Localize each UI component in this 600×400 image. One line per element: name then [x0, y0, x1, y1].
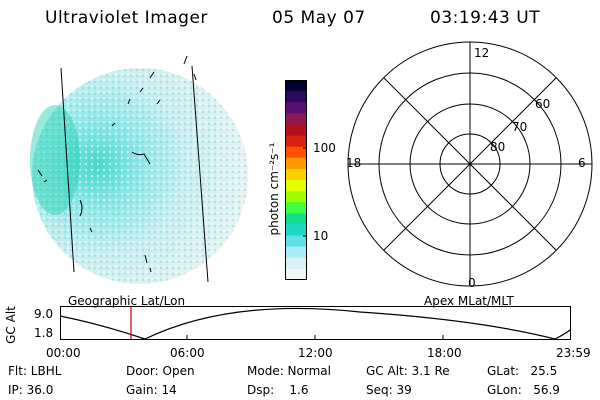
- colorbar-band: [285, 191, 307, 203]
- polar-label-18: 18: [346, 156, 362, 170]
- coastline-outlines: [37, 55, 197, 273]
- colorbar-band: [285, 113, 307, 125]
- timeline-axis-label: GC Alt: [3, 306, 18, 344]
- timeline-frame: [60, 306, 571, 340]
- colorbar: [285, 80, 307, 280]
- timeline-chart: [60, 306, 571, 340]
- colorbar-band: [285, 268, 307, 280]
- colorbar-band: [285, 80, 307, 92]
- terminator-line-left: [60, 67, 75, 273]
- timeline-tick-3: 18:00: [427, 346, 462, 360]
- info-glat: GLat: 25.5: [487, 364, 558, 378]
- colorbar-band: [285, 246, 307, 259]
- polar-label-12: 12: [474, 46, 490, 60]
- colorbar-band: [285, 202, 307, 214]
- colorbar-band: [285, 213, 307, 225]
- uv-image: [30, 55, 248, 284]
- info-seq: Seq: 39: [366, 383, 412, 397]
- info-dsp: Dsp: 1.6: [247, 383, 309, 397]
- info-glon: GLon: 56.9: [487, 383, 560, 397]
- colorbar-band: [285, 168, 307, 181]
- timeline-y-top: 9.0: [34, 307, 54, 321]
- colorbar-unit-label: photon cm⁻²s⁻¹: [267, 142, 281, 236]
- timeline-tick-1: 06:00: [170, 346, 205, 360]
- info-gain: Gain: 14: [126, 383, 177, 397]
- info-ip: IP: 36.0: [8, 383, 54, 397]
- timeline-ticks: [186, 335, 444, 339]
- time-label: 03:19:43 UT: [430, 8, 541, 28]
- colorbar-band: [285, 146, 307, 159]
- colorbar-band: [285, 102, 307, 114]
- colorbar-frame: [285, 80, 307, 280]
- polar-label-60: 60: [535, 97, 551, 111]
- timeline-right-caption: Apex MLat/MLT: [424, 294, 514, 308]
- timeline-y-bottom: 1.8: [34, 326, 54, 340]
- colorbar-band: [285, 224, 307, 237]
- polar-label-6: 6: [578, 156, 586, 170]
- terminator-line-right: [191, 65, 209, 283]
- polar-label-0: 0: [468, 276, 476, 290]
- date-label: 05 May 07: [272, 8, 366, 28]
- polar-diagonal-2: [383, 77, 557, 251]
- info-gcalt: GC Alt: 3.1 Re: [366, 364, 450, 378]
- polar-label-70: 70: [512, 120, 528, 134]
- colorbar-band: [285, 91, 307, 103]
- earth-disk-texture: [32, 68, 248, 284]
- aurora-glow: [30, 105, 80, 215]
- timeline-tick-2: 12:00: [298, 346, 333, 360]
- colorbar-band: [285, 135, 307, 148]
- timeline-left-caption: Geographic Lat/Lon: [68, 294, 186, 308]
- info-flt: Flt: LBHL: [8, 364, 62, 378]
- polar-label-80: 80: [490, 140, 506, 154]
- altitude-curve: [60, 307, 571, 340]
- colorbar-band: [285, 180, 307, 192]
- colorbar-label-10: 10: [313, 229, 329, 243]
- colorbar-label-100: 100: [313, 141, 336, 155]
- colorbar-band: [285, 257, 307, 270]
- info-mode: Mode: Normal: [247, 364, 331, 378]
- timeline-tick-0: 00:00: [46, 346, 81, 360]
- timeline-tick-4: 23:59: [556, 346, 591, 360]
- colorbar-band: [285, 235, 307, 248]
- instrument-title: Ultraviolet Imager: [45, 8, 208, 28]
- colorbar-band: [285, 157, 307, 170]
- polar-plot: [347, 41, 593, 287]
- colorbar-band: [285, 124, 307, 137]
- info-door: Door: Open: [126, 364, 195, 378]
